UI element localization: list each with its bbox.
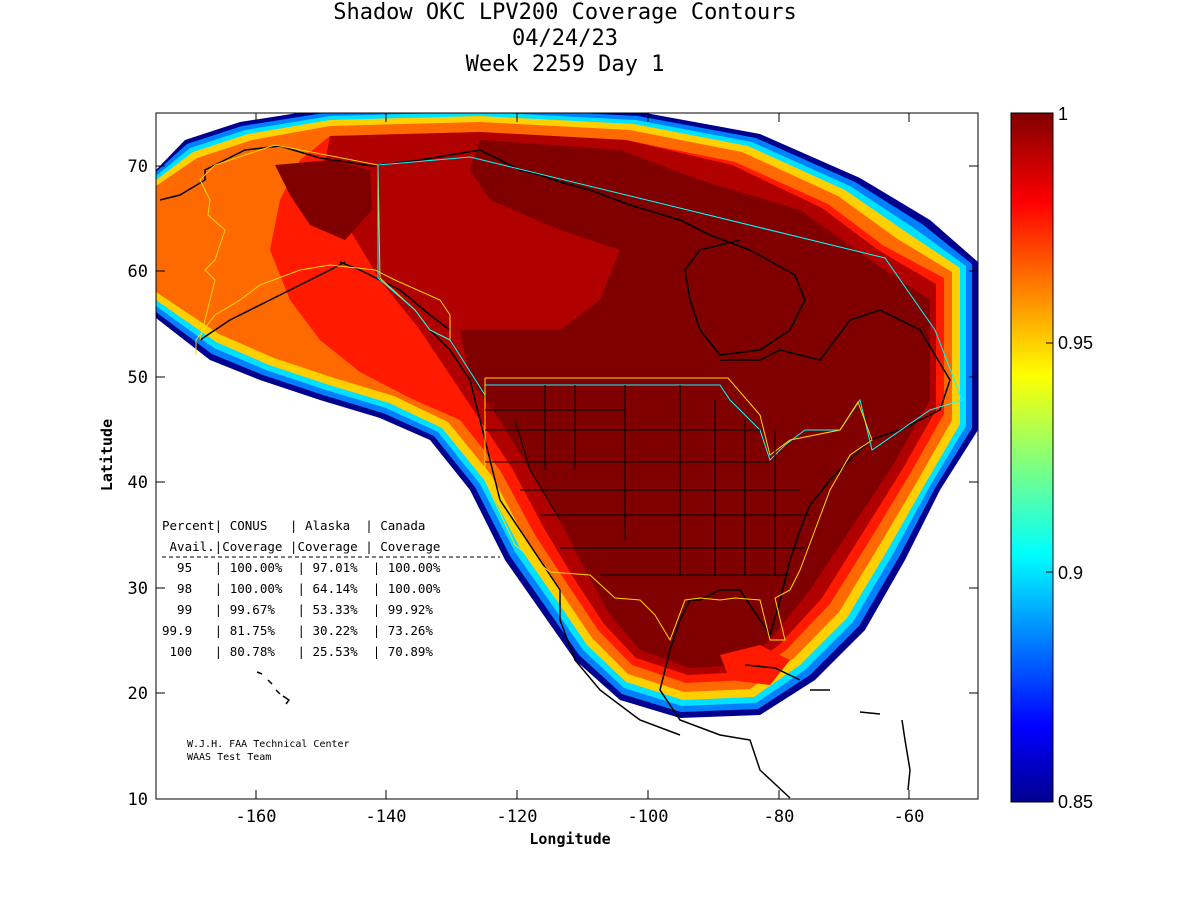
table-row: 100 | 80.78% | 25.53% | 70.89%	[162, 644, 433, 659]
chart-week-day: Week 2259 Day 1	[465, 52, 665, 77]
y-tick-label: 20	[128, 684, 148, 704]
y-tick-label: 30	[128, 579, 148, 599]
coverage-contours	[156, 113, 978, 799]
caribbean-islands	[744, 664, 911, 791]
y-tick-label: 70	[128, 157, 148, 177]
colorbar-tick-label: 0.9	[1058, 563, 1083, 583]
colorbar-tick-label: 0.95	[1058, 333, 1093, 353]
contour-alaska-core	[275, 160, 372, 240]
contour-mexico-patch	[720, 645, 790, 685]
credit-line-1: W.J.H. FAA Technical Center	[187, 739, 350, 750]
x-tick-label: -120	[497, 807, 538, 827]
colorbar-tick-marks	[1046, 112, 1053, 803]
y-tick-label: 40	[128, 473, 148, 493]
y-tick-marks	[156, 165, 978, 694]
coverage-table: Percent| CONUS | Alaska | Canada Avail.|…	[162, 518, 500, 659]
x-axis-label: Longitude	[529, 830, 610, 848]
table-row: 99 | 99.67% | 53.33% | 99.92%	[162, 602, 433, 617]
hawaii-islands	[256, 671, 291, 705]
x-tick-marks	[255, 113, 910, 799]
table-row: 98 | 100.00% | 64.14% | 100.00%	[162, 581, 441, 596]
y-axis-label: Latitude	[98, 419, 116, 491]
chart-date: 04/24/23	[512, 26, 618, 51]
conus-boundary	[484, 377, 873, 642]
credit-line-2: WAAS Test Team	[187, 752, 271, 763]
x-tick-label: -140	[366, 807, 407, 827]
table-header-row-2: Avail.|Coverage |Coverage | Coverage	[162, 539, 440, 554]
x-tick-label: -160	[236, 807, 277, 827]
x-tick-label: -80	[764, 807, 795, 827]
canada-boundary	[377, 156, 963, 461]
x-tick-label: -60	[894, 807, 925, 827]
plot-frame	[155, 112, 979, 800]
table-row: 95 | 100.00% | 97.01% | 100.00%	[162, 560, 441, 575]
y-tick-label: 50	[128, 368, 148, 388]
colorbar-tick-label: 0.85	[1058, 792, 1093, 812]
y-tick-label: 60	[128, 262, 148, 282]
table-row: 99.9 | 81.75% | 30.22% | 73.26%	[162, 623, 433, 638]
table-header-row-1: Percent| CONUS | Alaska | Canada	[162, 518, 425, 533]
colorbar-tick-label: 1	[1058, 104, 1068, 124]
colorbar	[1010, 112, 1054, 803]
coastline	[159, 145, 951, 799]
y-tick-label: 10	[128, 790, 148, 810]
chart-title: Shadow OKC LPV200 Coverage Contours	[333, 0, 797, 25]
x-tick-label: -100	[628, 807, 669, 827]
state-borders	[485, 385, 810, 576]
